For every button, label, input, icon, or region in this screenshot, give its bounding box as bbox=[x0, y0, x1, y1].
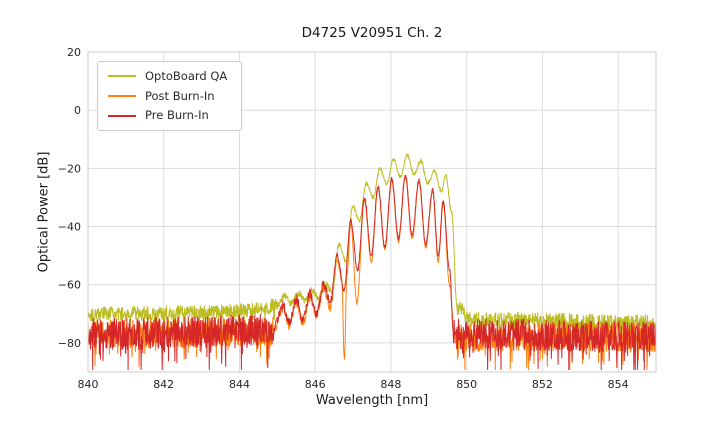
legend-label: Pre Burn-In bbox=[145, 108, 209, 123]
x-tick-label-852: 852 bbox=[532, 378, 553, 391]
legend-item-post-burn-in: Post Burn-In bbox=[108, 88, 227, 103]
x-tick-label-844: 844 bbox=[229, 378, 250, 391]
x-tick-label-850: 850 bbox=[456, 378, 477, 391]
x-tick-labels: 840 842 844 846 848 850 852 854 bbox=[78, 378, 629, 391]
y-axis-label: Optical Power [dB] bbox=[36, 151, 52, 273]
y-tick-label--60: −60 bbox=[58, 279, 81, 292]
legend-line-swatch bbox=[108, 94, 136, 97]
x-tick-label-854: 854 bbox=[608, 378, 629, 391]
legend-line-swatch bbox=[108, 114, 136, 117]
x-tick-label-840: 840 bbox=[78, 378, 99, 391]
plot-border bbox=[87, 51, 657, 373]
legend-label: Post Burn-In bbox=[145, 88, 215, 103]
x-axis-label: Wavelength [nm] bbox=[315, 393, 429, 408]
legend-item-pre-burn-in: Pre Burn-In bbox=[108, 109, 227, 122]
legend-item-optoboard-qa: OptoBoard QA bbox=[108, 70, 227, 83]
y-tick-labels: 20 0 −20 −40 −60 −80 bbox=[58, 46, 81, 350]
x-tick-label-846: 846 bbox=[305, 378, 326, 391]
series-line-pre-burn-in bbox=[88, 174, 656, 371]
y-tick-label-0: 0 bbox=[74, 104, 81, 117]
chart-title: D4725 V20951 Ch. 2 bbox=[301, 25, 443, 41]
series-line-optoboard-qa bbox=[88, 153, 656, 346]
legend-line-swatch bbox=[108, 75, 136, 78]
y-tick-label--80: −80 bbox=[58, 337, 81, 350]
x-tick-label-842: 842 bbox=[153, 378, 174, 391]
x-tick-label-848: 848 bbox=[380, 378, 401, 391]
y-tick-label--40: −40 bbox=[58, 221, 81, 234]
series-lines bbox=[88, 153, 656, 371]
legend: OptoBoard QA Post Burn-In Pre Burn-In bbox=[97, 61, 243, 131]
y-tick-label-20: 20 bbox=[67, 46, 81, 59]
y-tick-label--20: −20 bbox=[58, 162, 81, 175]
legend-label: OptoBoard QA bbox=[145, 69, 228, 83]
